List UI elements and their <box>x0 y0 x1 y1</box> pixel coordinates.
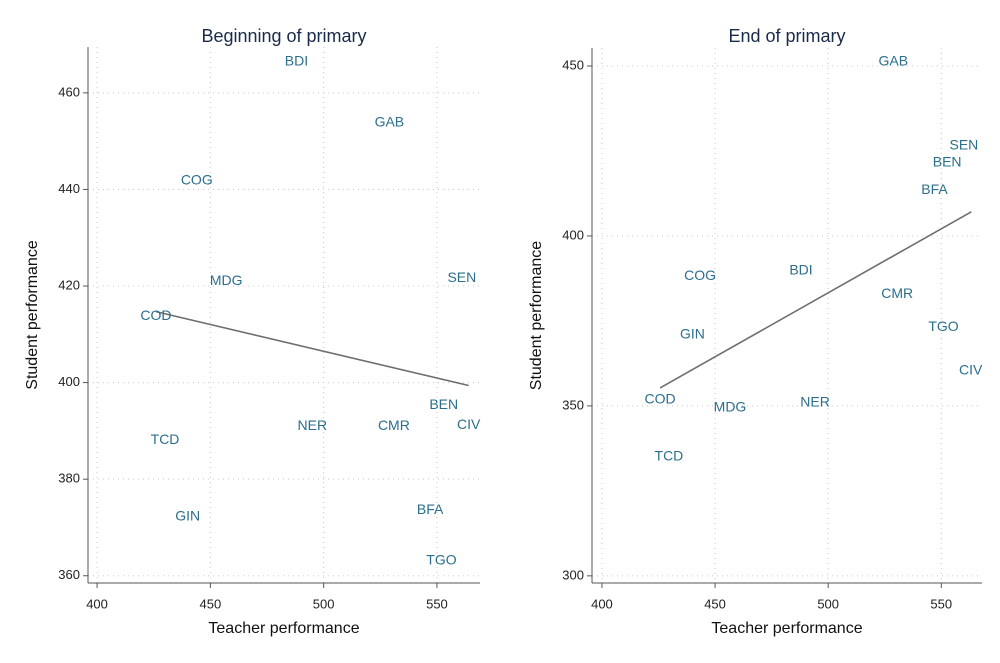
point-label: NER <box>298 417 328 433</box>
point-label: TCD <box>655 448 684 464</box>
chart-title: End of primary <box>728 26 845 46</box>
x-tick-label: 500 <box>313 596 335 611</box>
point-label: CIV <box>457 416 481 432</box>
point-label: GIN <box>175 508 200 524</box>
chart-title: Beginning of primary <box>201 26 366 46</box>
y-axis-label: Student performance <box>528 241 545 391</box>
point-label: MDG <box>210 272 243 288</box>
point-label: MDG <box>714 399 747 415</box>
point-label: BEN <box>429 396 458 412</box>
y-tick-label: 460 <box>58 84 80 99</box>
y-tick-label: 400 <box>562 227 584 242</box>
point-label: GIN <box>680 326 705 342</box>
point-label: CMR <box>378 417 410 433</box>
x-tick-label: 550 <box>426 596 448 611</box>
x-axis-label: Teacher performance <box>711 620 862 637</box>
y-tick-label: 380 <box>58 471 80 486</box>
y-tick-label: 300 <box>562 567 584 582</box>
point-label: COD <box>645 390 676 406</box>
point-label: TCD <box>151 431 180 447</box>
y-axis-label: Student performance <box>24 240 41 390</box>
point-label: TGO <box>426 551 456 567</box>
x-tick-label: 450 <box>200 596 222 611</box>
point-label: BDI <box>789 262 812 278</box>
x-axis-label: Teacher performance <box>208 620 359 637</box>
y-tick-label: 450 <box>562 57 584 72</box>
point-label: COG <box>181 171 213 187</box>
fit-line <box>155 310 469 387</box>
y-tick-label: 360 <box>58 567 80 582</box>
point-label: BFA <box>921 181 948 197</box>
x-tick-label: 400 <box>591 596 613 611</box>
point-label: CIV <box>959 362 983 378</box>
point-label: GAB <box>375 114 405 130</box>
point-label: BEN <box>933 154 962 170</box>
point-label: COD <box>140 307 171 323</box>
x-tick-label: 450 <box>704 596 726 611</box>
point-label: GAB <box>879 53 909 69</box>
x-tick-label: 500 <box>817 596 839 611</box>
y-tick-label: 420 <box>58 277 80 292</box>
point-label: TGO <box>928 318 958 334</box>
point-label: CMR <box>881 285 913 301</box>
point-label: COG <box>684 267 716 283</box>
point-label: SEN <box>447 269 476 285</box>
y-tick-label: 400 <box>58 374 80 389</box>
point-label: BDI <box>285 53 308 69</box>
x-tick-label: 400 <box>86 596 108 611</box>
y-tick-label: 440 <box>58 181 80 196</box>
x-tick-label: 550 <box>930 596 952 611</box>
point-label: NER <box>800 394 830 410</box>
fit-line <box>659 211 972 389</box>
y-tick-label: 350 <box>562 397 584 412</box>
point-label: BFA <box>417 501 444 517</box>
point-label: SEN <box>950 137 979 153</box>
